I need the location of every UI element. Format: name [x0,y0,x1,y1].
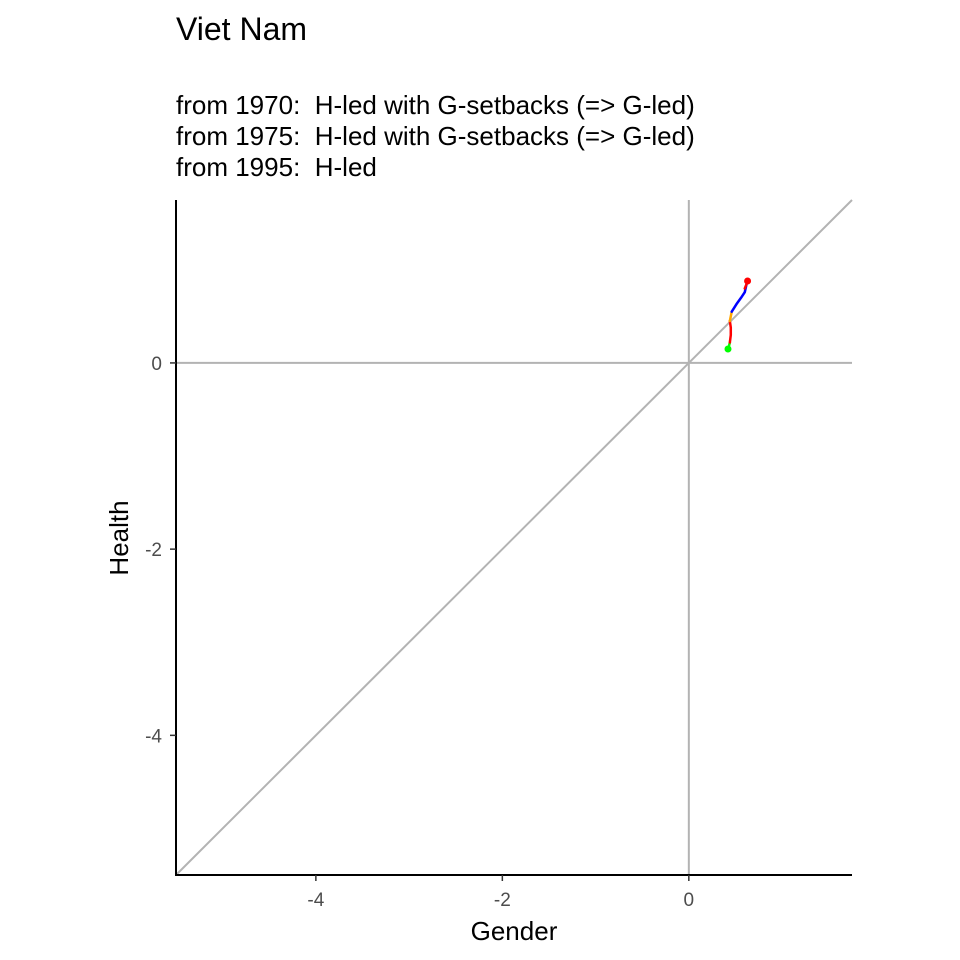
start-point [724,345,732,353]
x-tick-label: -2 [494,890,511,911]
series-line [728,310,733,323]
subtitle-line: from 1995: H-led [176,152,377,182]
y-tick-label: -4 [145,726,162,747]
x-axis-title: Gender [471,916,558,946]
reference-lines [175,199,853,876]
chart-title: Viet Nam [176,11,308,47]
ref-line-diagonal [175,199,853,876]
series-layer [724,277,752,353]
axes: -4 -2 0 -4 -2 0 [145,200,852,911]
end-point [744,277,752,285]
x-tick-label: -4 [307,890,324,911]
x-tick-label: 0 [684,890,695,911]
y-tick-label: 0 [151,354,162,375]
y-tick-label: -2 [145,540,162,561]
series-line [728,319,733,344]
chart-subtitle: from 1970: H-led with G-setbacks (=> G-l… [176,90,695,183]
subtitle-line: from 1975: H-led with G-setbacks (=> G-l… [176,121,695,151]
subtitle-line: from 1970: H-led with G-setbacks (=> G-l… [176,90,695,120]
y-axis-title: Health [104,500,134,575]
